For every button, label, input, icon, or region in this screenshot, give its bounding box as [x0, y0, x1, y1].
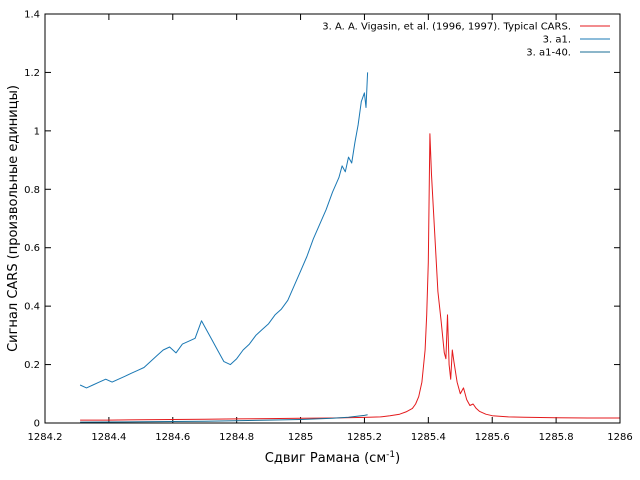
x-axis-label-end: ) [395, 451, 400, 466]
x-tick-label: 1285.8 [539, 432, 574, 443]
x-axis-label: Сдвиг Рамана (см-1) [265, 450, 400, 466]
plot-frame [44, 13, 621, 424]
y-tick-label: 0.2 [24, 360, 40, 371]
y-axis-label: Сигнал CARS (произвольные единицы) [6, 85, 21, 352]
x-tick-label: 1286 [607, 432, 632, 443]
x-tick-label: 1284.2 [28, 432, 63, 443]
x-tick-label: 1284.6 [155, 432, 190, 443]
tick-labels: 1284.2 1284.4 1284.6 1284.8 1285 1285.2 1285.4… [24, 10, 633, 444]
x-axis-label-main: Сдвиг Рамана (см [265, 451, 386, 466]
x-tick-label: 1285.6 [475, 432, 510, 443]
y-tick-label: 0.6 [24, 243, 40, 254]
axis-ticks [44, 13, 621, 424]
x-tick-label: 1284.8 [219, 432, 254, 443]
y-tick-label: 0 [34, 419, 40, 430]
series-line-2 [79, 72, 369, 389]
x-tick-label: 1285.4 [411, 432, 446, 443]
series-line-3 [80, 414, 368, 423]
legend-label-3: 3. a1-40. [526, 48, 571, 59]
x-tick-label: 1285 [288, 432, 313, 443]
legend-label-1: 3. A. A. Vigasin, et al. (1996, 1997). T… [322, 22, 571, 33]
y-tick-label: 0.8 [24, 185, 40, 196]
x-tick-label: 1285.2 [347, 432, 382, 443]
series-layer [79, 72, 620, 423]
legend: 3. A. A. Vigasin, et al. (1996, 1997). T… [322, 22, 610, 59]
y-tick-label: 1.2 [24, 68, 40, 79]
y-tick-label: 1.4 [24, 10, 40, 21]
y-tick-label: 1 [34, 126, 40, 137]
y-tick-label: 0.4 [24, 302, 40, 313]
x-axis-label-superscript: -1 [386, 450, 395, 460]
x-tick-label: 1284.4 [91, 432, 126, 443]
legend-label-2: 3. a1. [543, 35, 571, 46]
